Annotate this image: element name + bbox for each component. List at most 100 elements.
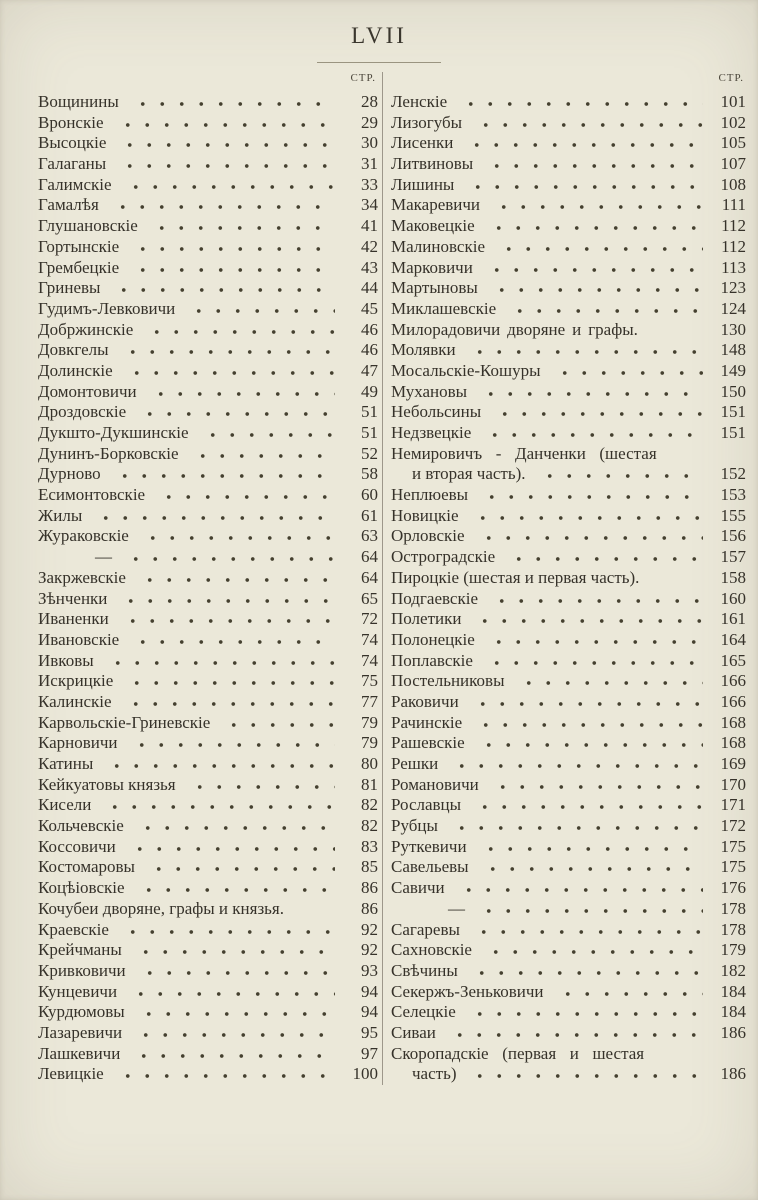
dot-leader — [113, 161, 335, 170]
entry-page-number: 175 — [720, 857, 747, 877]
toc-row: Карвольскіе-Гриневскіе 79 — [38, 713, 378, 734]
entry-page-number: 148 — [720, 340, 747, 360]
dot-leader — [217, 719, 335, 728]
toc-row: Маковецкіе 112 — [391, 216, 746, 237]
dot-leader — [479, 657, 703, 666]
entry-page-number: 184 — [720, 1002, 747, 1022]
entry-page-number: 97 — [361, 1043, 378, 1063]
entry-name: Лизогубы — [391, 112, 463, 132]
dot-leader — [182, 305, 335, 314]
toc-row: Калинскіе 77 — [38, 692, 378, 713]
toc-row: Макаревичи 111 — [391, 195, 746, 216]
entry-name: Раковичи — [391, 691, 459, 711]
toc-row: Кисели 82 — [38, 795, 378, 816]
dot-leader — [115, 616, 335, 625]
entry-page-number: 171 — [720, 795, 747, 815]
entry-page-number: 158 — [720, 567, 747, 587]
entry-page-number: 81 — [361, 774, 378, 794]
toc-row: Рашевскіе 168 — [391, 733, 746, 754]
entry-name: Мартыновы — [391, 278, 478, 298]
entry-name: Левицкіе — [38, 1064, 104, 1084]
entry-name: Подгаевскіе — [391, 588, 479, 608]
toc-row: Закржевскіе 64 — [38, 568, 378, 589]
entry-name: Карновичи — [38, 733, 118, 753]
entry-name: Милорадовичи дворяне и графы. — [391, 319, 638, 339]
dot-leader — [481, 223, 703, 232]
entry-name: Жураковскіе — [38, 526, 129, 546]
toc-row: Лашкевичи 97 — [38, 1044, 378, 1065]
dot-leader — [132, 574, 335, 583]
dot-leader — [469, 719, 703, 728]
toc-row: Крейчманы 92 — [38, 940, 378, 961]
entry-name: Грембецкіе — [38, 257, 120, 277]
dot-leader — [468, 616, 703, 625]
toc-row: Высоцкіе 30 — [38, 133, 378, 154]
entry-name: Орловскіе — [391, 526, 465, 546]
entry-name: Скоропадскіе (первая и шестая — [391, 1043, 645, 1063]
dot-leader — [487, 202, 703, 211]
entry-name: Лашкевичи — [38, 1043, 121, 1063]
toc-row: Рачинскіе 168 — [391, 713, 746, 734]
entry-page-number: 153 — [720, 485, 747, 505]
dot-leader — [478, 430, 703, 438]
dot-leader — [128, 947, 335, 956]
entry-name: Неплюевы — [391, 485, 469, 505]
dot-leader — [127, 1050, 335, 1059]
dot-leader — [445, 761, 703, 769]
toc-row: Добржинскіе 46 — [38, 320, 378, 341]
entry-page-number: 72 — [361, 609, 378, 629]
entry-page-number: 152 — [720, 464, 747, 484]
entry-page-number: 150 — [720, 381, 747, 401]
entry-page-number: 178 — [720, 919, 747, 939]
dot-leader — [466, 926, 703, 935]
entry-page-number: 75 — [361, 671, 378, 691]
toc-row: Секержъ-Зеньковичи 184 — [391, 982, 746, 1003]
entry-name: Галаганы — [38, 154, 107, 174]
entry-page-number: 77 — [361, 691, 378, 711]
toc-row: Довкгелы 46 — [38, 340, 378, 361]
toc-row: Небольсины 151 — [391, 402, 746, 423]
dot-leader — [115, 347, 335, 356]
entry-page-number: 29 — [361, 112, 378, 132]
toc-row: Пироцкіе (шестая и первая часть). 158 — [391, 568, 746, 589]
dot-leader — [185, 450, 335, 459]
dot-leader — [107, 471, 335, 480]
entry-name: Костомаровы — [38, 857, 135, 877]
entry-name: Полетики — [391, 609, 462, 629]
dot-leader — [131, 885, 335, 894]
toc-row: Савичи 176 — [391, 878, 746, 899]
entry-name: Ивковы — [38, 650, 94, 670]
dot-leader — [485, 781, 703, 790]
dot-leader — [182, 781, 335, 790]
entry-name: Коцѣіовскіе — [38, 878, 125, 898]
entry-list: Ленскіе 101 Лизогубы 102 Лисенки 105 Литвиновы… — [391, 92, 746, 1085]
entry-page-number: 94 — [361, 981, 378, 1001]
entry-page-number: 156 — [720, 526, 747, 546]
entry-name: Курдюмовы — [38, 1002, 125, 1022]
entry-page-number: 166 — [720, 671, 747, 691]
entry-page-number: 149 — [720, 360, 747, 380]
entry-name: Кунцевичи — [38, 981, 118, 1001]
dot-leader — [492, 243, 703, 252]
toc-row: Миклашевскіе 124 — [391, 299, 746, 320]
entry-page-number: 46 — [361, 340, 378, 360]
dot-leader — [89, 512, 335, 521]
entry-name: Дроздовскіе — [38, 402, 127, 422]
dot-leader — [444, 823, 703, 832]
entry-page-number: 151 — [720, 402, 747, 422]
dot-leader — [502, 554, 703, 563]
dot-leader — [140, 326, 335, 335]
entry-page-number: 186 — [720, 1064, 747, 1084]
toc-row: Жилы 61 — [38, 506, 378, 527]
toc-row: Рубцы 172 — [391, 816, 746, 837]
entry-name: Полонецкіе — [391, 629, 475, 649]
entry-name: Зѣнченки — [38, 588, 108, 608]
toc-row: Галимскіе 33 — [38, 175, 378, 196]
entry-name: Глушановскіе — [38, 216, 138, 236]
dot-leader — [126, 243, 335, 252]
toc-row: Орловскіе 156 — [391, 526, 746, 547]
entry-page-number: 161 — [720, 609, 747, 629]
dot-leader — [124, 740, 335, 749]
toc-row: Галаганы 31 — [38, 154, 378, 175]
entry-name: Ленскіе — [391, 92, 448, 111]
